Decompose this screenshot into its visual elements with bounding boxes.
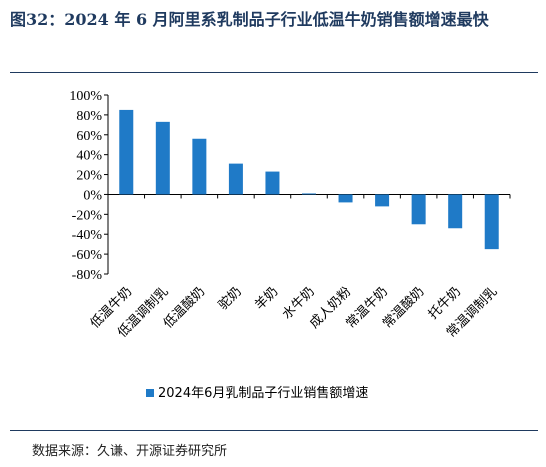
bar [338, 194, 353, 203]
category-label: 羊奶 [252, 284, 282, 314]
y-tick-label: -60% [72, 248, 103, 263]
bar [265, 171, 280, 195]
y-tick-labels: -80% -60% -40% -20% 0% 20% 40% 60% 80% 100% [69, 89, 102, 283]
bar-series [119, 109, 499, 250]
y-tick-label: 0% [83, 188, 102, 203]
y-tick-label: 20% [76, 169, 102, 184]
legend: 2024年6月乳制品子行业销售额增速 [146, 385, 368, 401]
y-tick-label: 40% [76, 149, 102, 164]
bar [484, 194, 499, 250]
bar [155, 121, 170, 195]
bar [411, 194, 426, 225]
bar-chart: -80% -60% -40% -20% 0% 20% 40% 60% 80% 100% 低温牛奶低… [69, 89, 511, 401]
figure-title: 图32：2024 年 6 月阿里系乳制品子行业低温牛奶销售额增速最快 [10, 10, 489, 29]
source-note: 数据来源：久谦、开源证券研究所 [32, 444, 228, 459]
bar [228, 163, 243, 195]
legend-swatch [146, 389, 154, 397]
footer-divider [10, 430, 538, 431]
category-label: 驼奶 [215, 284, 245, 314]
bar [119, 109, 134, 195]
bar [375, 194, 390, 207]
y-tick-label: -80% [72, 268, 103, 283]
legend-label: 2024年6月乳制品子行业销售额增速 [158, 385, 368, 401]
y-tick-label: -40% [72, 228, 103, 243]
bar [448, 194, 463, 229]
y-tick-label: -20% [72, 208, 103, 223]
y-tick-label: 100% [69, 89, 102, 104]
y-tick-label: 60% [76, 129, 102, 144]
y-tick-label: 80% [76, 109, 102, 124]
bar [302, 193, 316, 195]
title-divider [10, 72, 538, 73]
bar [192, 138, 207, 195]
